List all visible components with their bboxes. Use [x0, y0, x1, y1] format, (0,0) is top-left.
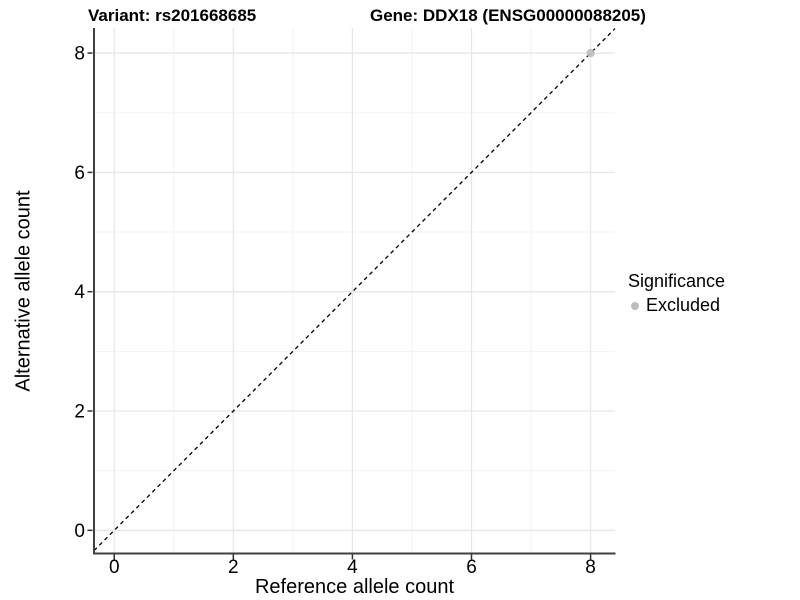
legend-title: Significance	[628, 271, 726, 291]
identity-line	[93, 28, 616, 552]
legend-marker-circle-icon	[631, 301, 639, 310]
y-tick-label: 8	[74, 44, 85, 65]
x-tick-label: 8	[585, 557, 596, 578]
y-tick-label: 2	[74, 402, 85, 423]
x-tick-label: 2	[228, 557, 239, 578]
legend-items: Excluded	[628, 295, 725, 316]
legend-item: Excluded	[628, 295, 725, 316]
gene-title: Gene: DDX18 (ENSG00000088205)	[370, 6, 646, 25]
legend-item-label: Excluded	[646, 295, 721, 315]
y-tick-label: 0	[74, 521, 85, 542]
x-tick-label: 6	[466, 557, 477, 578]
x-tick-label: 0	[109, 557, 120, 578]
data-point	[586, 48, 595, 58]
variant-title: Variant: rs201668685	[88, 6, 257, 25]
y-tick-label: 4	[74, 282, 85, 303]
x-axis-title: Reference allele count	[254, 576, 454, 598]
y-axis-title: Alternative allele count	[12, 190, 35, 392]
legend: Significance Excluded	[628, 270, 725, 316]
x-tick-label: 4	[347, 557, 358, 578]
y-tick-label: 6	[74, 163, 85, 184]
